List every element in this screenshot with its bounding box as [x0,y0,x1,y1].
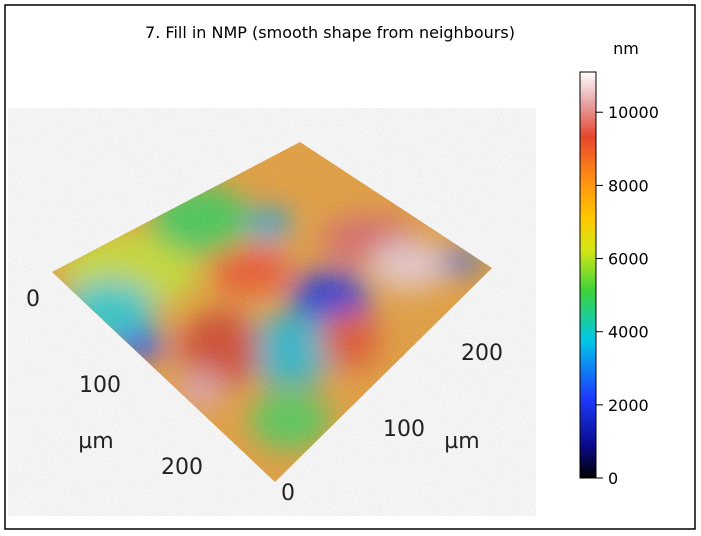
x-tick-label: 200 [161,455,203,480]
y-tick-label: 200 [461,341,503,366]
frame [4,4,696,530]
colorbar [579,71,597,479]
title: 7. Fill in NMP (smooth shape from neighb… [145,23,515,42]
colorbar-unit: nm [613,39,639,58]
colorbar-tick-label: 2000 [608,396,649,415]
x-tick-label: 0 [26,287,40,312]
y-tick-label: 0 [281,481,295,506]
x-tick-label: 100 [79,373,121,398]
colorbar-tick-label: 10000 [608,103,659,122]
colorbar-tick-label: 0 [608,469,618,488]
y-axis-label: µm [444,429,479,454]
colorbar-tick-label: 4000 [608,323,649,342]
surface [52,142,492,482]
x-axis-label: µm [78,429,113,454]
colorbar-tick-label: 8000 [608,176,649,195]
y-tick-label: 100 [383,417,425,442]
colorbar-tick-label: 6000 [608,250,649,269]
